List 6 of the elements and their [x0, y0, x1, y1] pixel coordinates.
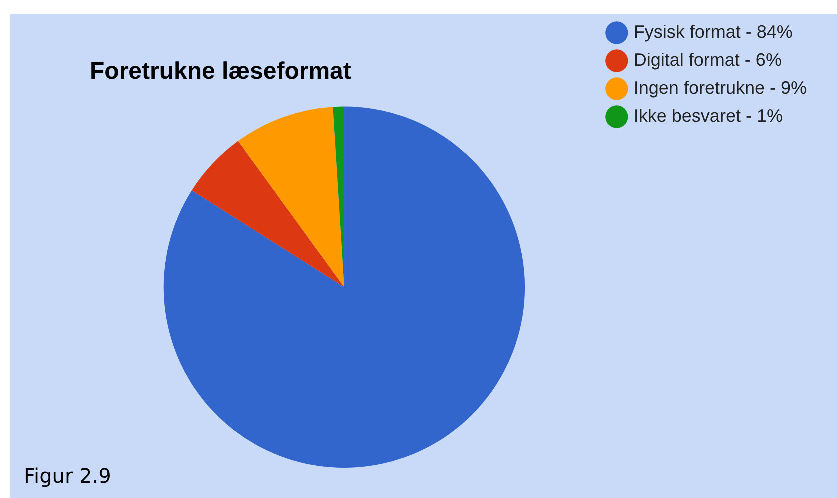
text: Figur 2.9 [24, 464, 112, 488]
legend-label: Digital format - 6% [634, 50, 782, 70]
text: Foretrukne læseformat [90, 58, 352, 86]
legend-label: Ingen foretrukne - 9% [634, 78, 808, 98]
legend-label: Fysisk format - 84% [634, 22, 793, 42]
legend-label: Ikke besvaret - 1% [634, 106, 783, 126]
